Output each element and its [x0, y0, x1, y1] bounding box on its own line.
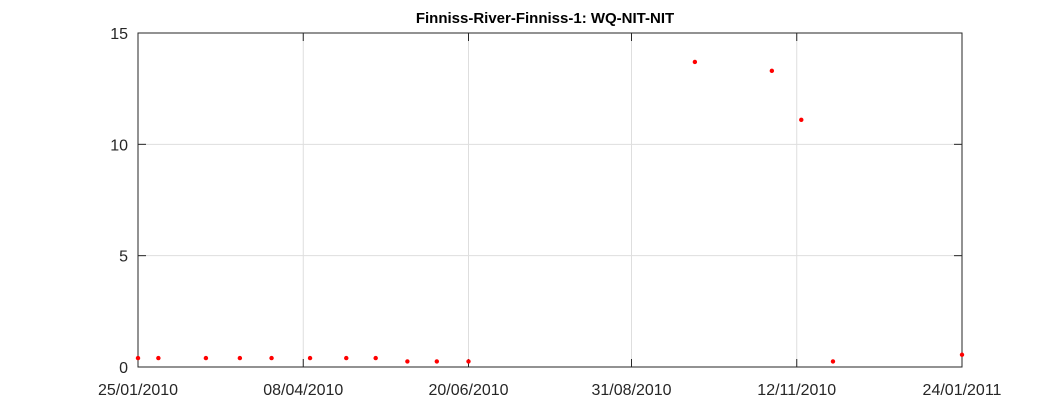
chart-title: Finniss-River-Finniss-1: WQ-NIT-NIT — [416, 10, 674, 27]
data-point — [269, 355, 274, 361]
data-point — [434, 359, 440, 364]
data-point — [156, 355, 161, 361]
x-tick-label: 31/08/2010 — [591, 382, 671, 399]
data-point — [203, 355, 209, 361]
x-tick-label: 25/01/2010 — [98, 382, 178, 399]
data-points — [135, 59, 965, 364]
data-point — [769, 68, 775, 74]
grid-lines — [137, 32, 963, 368]
data-point — [466, 359, 471, 364]
data-point — [373, 355, 378, 361]
axis-ticks: 25/01/2010 08/04/2010 20/06/2010 31/08/2010… — [98, 26, 1002, 399]
plot-area-frame — [137, 32, 963, 368]
data-point — [237, 355, 243, 361]
y-tick-label: 0 — [119, 360, 128, 377]
x-tick-label: 12/11/2010 — [757, 382, 836, 399]
x-tick-label: 24/01/2011 — [923, 382, 1002, 399]
data-point — [344, 355, 349, 361]
data-point — [405, 359, 410, 364]
y-tick-label: 5 — [119, 249, 128, 266]
data-point — [692, 59, 698, 65]
data-point — [799, 117, 804, 123]
y-tick-label: 15 — [110, 26, 128, 43]
data-point — [135, 355, 141, 361]
x-tick-label: 20/06/2010 — [428, 382, 508, 399]
y-tick-label: 10 — [110, 137, 128, 154]
data-point — [307, 355, 313, 361]
x-tick-label: 08/04/2010 — [263, 382, 343, 399]
data-point — [959, 352, 965, 357]
data-point — [830, 359, 836, 364]
